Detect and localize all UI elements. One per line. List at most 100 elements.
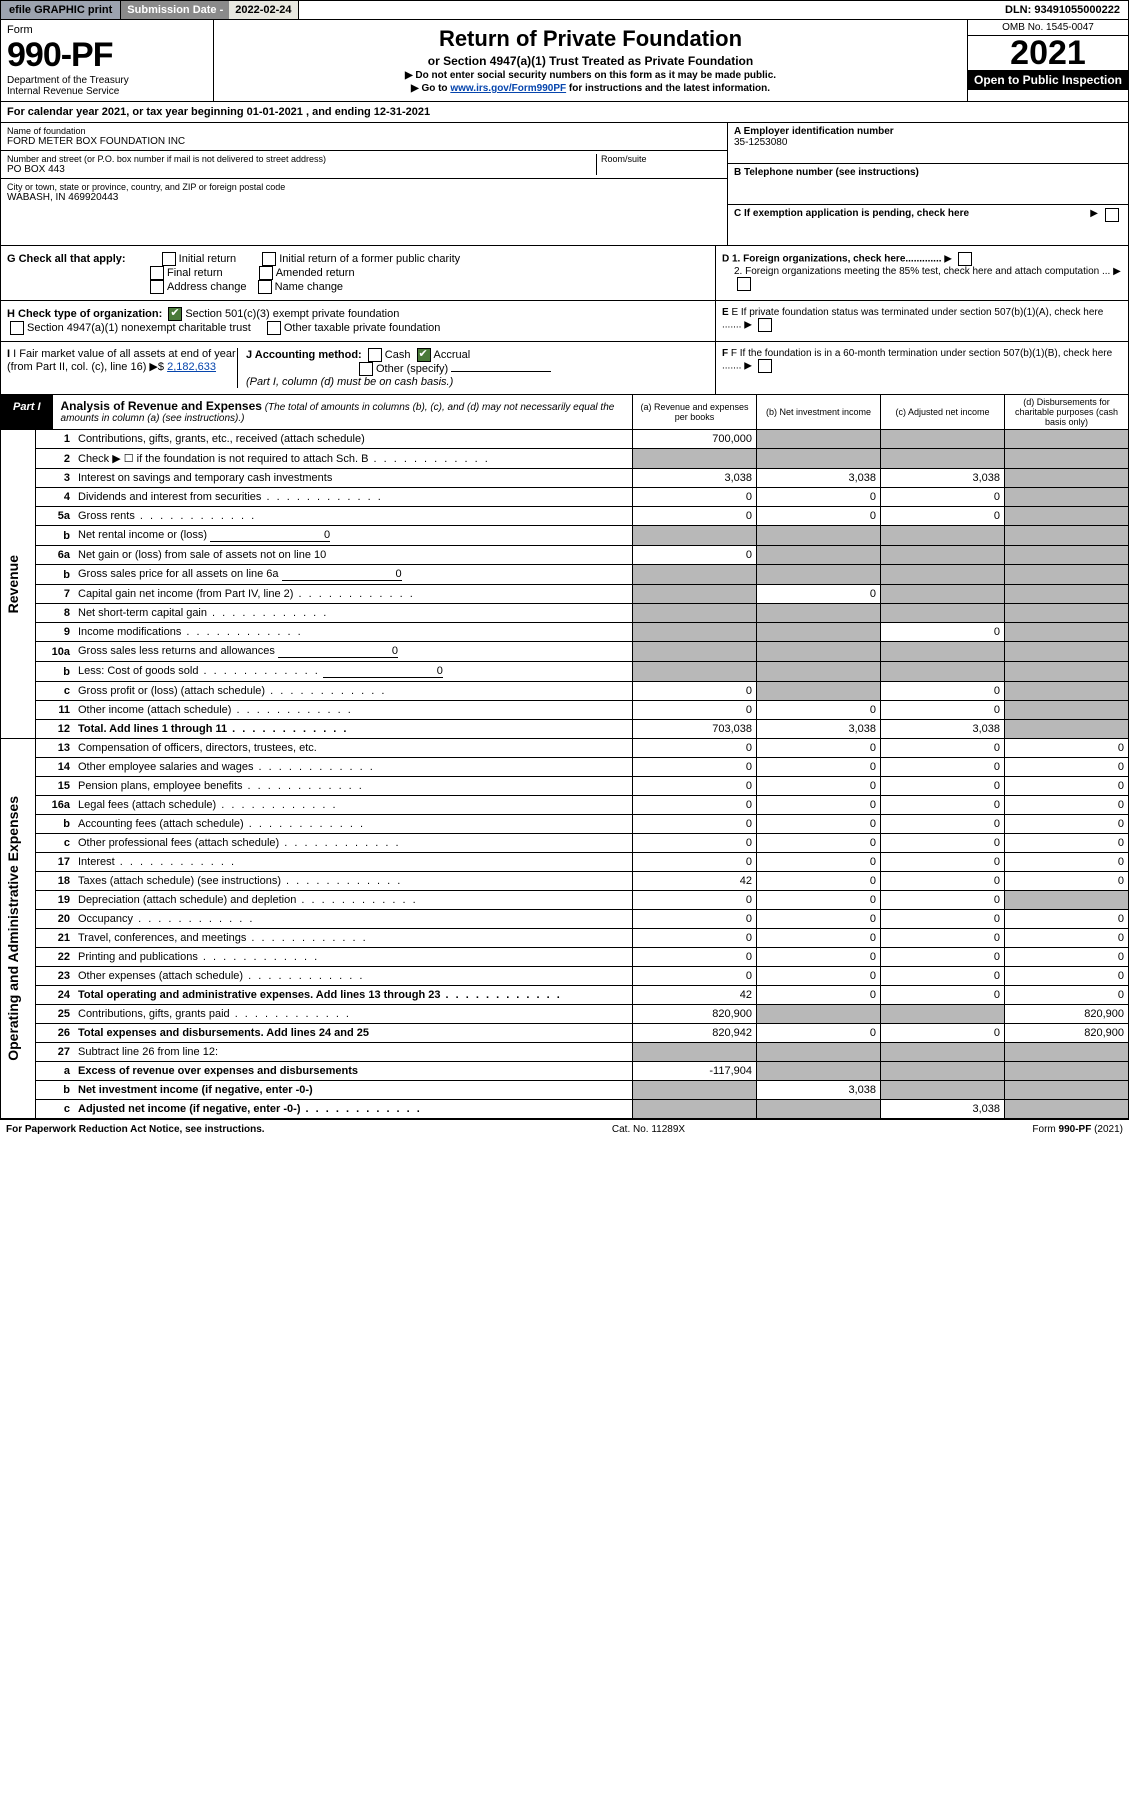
line-num: 4 [36, 488, 75, 507]
amt-col-a: 0 [633, 546, 757, 565]
amt-col-c: 0 [881, 1024, 1005, 1043]
j-cash-checkbox[interactable] [368, 348, 382, 362]
amt-col-a [633, 604, 757, 623]
line-num: 5a [36, 507, 75, 526]
name-label: Name of foundation [7, 126, 721, 136]
amt-col-a [633, 1081, 757, 1100]
f-checkbox[interactable] [758, 359, 772, 373]
line-desc: Total. Add lines 1 through 11 [74, 720, 633, 739]
e-checkbox[interactable] [758, 318, 772, 332]
address: PO BOX 443 [7, 164, 596, 175]
amt-col-a: 0 [633, 488, 757, 507]
line-desc: Depreciation (attach schedule) and deple… [74, 891, 633, 910]
amt-col-d [1005, 1081, 1129, 1100]
line-desc: Interest [74, 853, 633, 872]
amt-col-a: 0 [633, 758, 757, 777]
amt-col-d [1005, 1100, 1129, 1119]
g-final-return[interactable] [150, 266, 164, 280]
amt-col-c: 0 [881, 739, 1005, 758]
line-desc: Contributions, gifts, grants paid [74, 1005, 633, 1024]
j-accrual-checkbox[interactable] [417, 348, 431, 362]
g-address-change[interactable] [150, 280, 164, 294]
amt-col-b [757, 1062, 881, 1081]
line-num: c [36, 1100, 75, 1119]
header-bar: efile GRAPHIC print Submission Date - 20… [0, 0, 1129, 20]
line-num: 19 [36, 891, 75, 910]
amt-col-b: 0 [757, 986, 881, 1005]
line-desc: Taxes (attach schedule) (see instruction… [74, 872, 633, 891]
line-desc: Compensation of officers, directors, tru… [74, 739, 633, 758]
amt-col-a: 42 [633, 872, 757, 891]
amt-col-d [1005, 662, 1129, 682]
g-name-change[interactable] [258, 280, 272, 294]
tel-label: B Telephone number (see instructions) [734, 167, 1122, 178]
amt-col-b: 0 [757, 777, 881, 796]
c-checkbox[interactable] [1105, 208, 1119, 222]
d1-label: D 1. Foreign organizations, check here..… [722, 254, 942, 265]
h-4947-checkbox[interactable] [10, 321, 24, 335]
foundation-name: FORD METER BOX FOUNDATION INC [7, 136, 721, 147]
section-i-j-f: I I Fair market value of all assets at e… [0, 342, 1129, 395]
part1-table: Revenue1Contributions, gifts, grants, et… [0, 430, 1129, 1119]
amt-col-d [1005, 701, 1129, 720]
line-desc: Other expenses (attach schedule) [74, 967, 633, 986]
amt-col-d [1005, 469, 1129, 488]
g-initial-return[interactable] [162, 252, 176, 266]
amt-col-c: 0 [881, 777, 1005, 796]
j-other-checkbox[interactable] [359, 362, 373, 376]
d2-checkbox[interactable] [737, 277, 751, 291]
amt-col-d: 0 [1005, 929, 1129, 948]
line-desc: Net investment income (if negative, ente… [74, 1081, 633, 1100]
amt-col-c: 0 [881, 834, 1005, 853]
amt-col-a: 0 [633, 853, 757, 872]
line-num: 13 [36, 739, 75, 758]
line-desc: Interest on savings and temporary cash i… [74, 469, 633, 488]
line-c: cOther professional fees (attach schedul… [1, 834, 1129, 853]
amt-col-b: 0 [757, 758, 881, 777]
amt-col-b: 0 [757, 739, 881, 758]
amt-col-a [633, 585, 757, 604]
amt-col-c [881, 565, 1005, 585]
line-desc: Dividends and interest from securities [74, 488, 633, 507]
g-amended[interactable] [259, 266, 273, 280]
d2-label: 2. Foreign organizations meeting the 85%… [734, 266, 1110, 277]
amt-col-d [1005, 682, 1129, 701]
amt-col-b [757, 623, 881, 642]
amt-col-d: 0 [1005, 967, 1129, 986]
line-desc: Other professional fees (attach schedule… [74, 834, 633, 853]
amt-col-c: 0 [881, 758, 1005, 777]
line-desc: Capital gain net income (from Part IV, l… [74, 585, 633, 604]
form990pf-link[interactable]: www.irs.gov/Form990PF [450, 83, 566, 94]
amt-col-d [1005, 507, 1129, 526]
line-num: 27 [36, 1043, 75, 1062]
part1-tag: Part I [1, 395, 53, 429]
amt-col-d: 0 [1005, 815, 1129, 834]
title-row: Form 990-PF Department of the Treasury I… [0, 20, 1129, 102]
line-desc: Income modifications [74, 623, 633, 642]
amt-col-b [757, 1043, 881, 1062]
line-desc: Net short-term capital gain [74, 604, 633, 623]
line-2: 2Check ▶ ☐ if the foundation is not requ… [1, 449, 1129, 469]
line-desc: Subtract line 26 from line 12: [74, 1043, 633, 1062]
amt-col-d [1005, 430, 1129, 449]
h-501c3-checkbox[interactable] [168, 307, 182, 321]
i-amount[interactable]: 2,182,633 [167, 361, 216, 373]
line-16a: 16aLegal fees (attach schedule)0000 [1, 796, 1129, 815]
line-21: 21Travel, conferences, and meetings0000 [1, 929, 1129, 948]
amt-col-a: -117,904 [633, 1062, 757, 1081]
g-initial-former[interactable] [262, 252, 276, 266]
dept: Department of the Treasury [7, 75, 207, 86]
amt-col-c [881, 430, 1005, 449]
amt-col-a: 700,000 [633, 430, 757, 449]
line-desc: Gross sales price for all assets on line… [74, 565, 633, 585]
line-num: 15 [36, 777, 75, 796]
h-other-checkbox[interactable] [267, 321, 281, 335]
amt-col-d [1005, 1062, 1129, 1081]
amt-col-d [1005, 623, 1129, 642]
amt-col-c: 3,038 [881, 1100, 1005, 1119]
d1-checkbox[interactable] [958, 252, 972, 266]
efile-print-button[interactable]: efile GRAPHIC print [1, 1, 121, 19]
amt-col-c: 0 [881, 701, 1005, 720]
part1-header: Part I Analysis of Revenue and Expenses … [0, 395, 1129, 430]
amt-col-b [757, 682, 881, 701]
